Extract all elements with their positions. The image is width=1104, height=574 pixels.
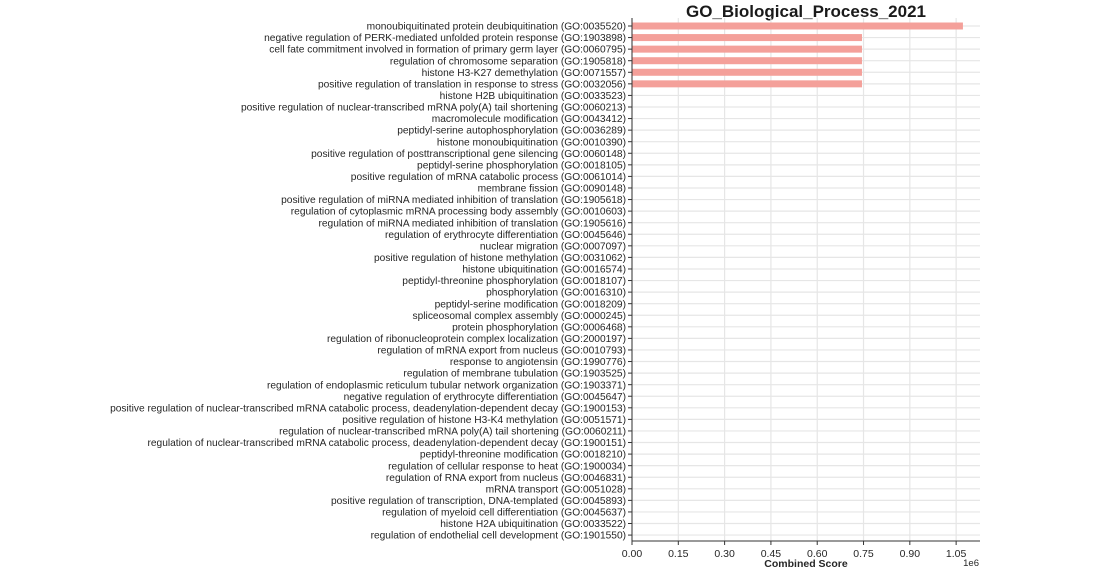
y-tick-label: phosphorylation (GO:0016310) [486, 288, 626, 299]
y-tick-label: regulation of endothelial cell developme… [371, 531, 626, 542]
y-tick-label: regulation of cytoplasmic mRNA processin… [291, 207, 626, 218]
y-tick-label: regulation of membrane tubulation (GO:19… [403, 369, 626, 380]
y-tick-label: histone ubiquitination (GO:0016574) [462, 265, 626, 276]
y-tick-label: cell fate commitment involved in formati… [269, 45, 626, 56]
y-tick-label: macromolecule modification (GO:0043412) [432, 114, 626, 125]
y-tick-label: regulation of mRNA export from nucleus (… [377, 346, 626, 357]
y-tick-label: peptidyl-serine modification (GO:0018209… [435, 299, 626, 310]
y-tick-label: histone H2B ubiquitination (GO:0033523) [440, 91, 626, 102]
y-tick-label: positive regulation of transcription, DN… [331, 496, 626, 507]
x-tick-label: 0.15 [668, 548, 689, 560]
y-axis: monoubiquitinated protein deubiquitinati… [110, 18, 633, 542]
y-tick-label: regulation of miRNA mediated inhibition … [319, 218, 627, 229]
y-tick-label: regulation of RNA export from nucleus (G… [386, 473, 626, 484]
y-tick-label: regulation of myeloid cell differentiati… [382, 508, 626, 519]
x-tick-label: 0.30 [714, 548, 735, 560]
bar [632, 34, 862, 42]
y-tick-label: regulation of nuclear-transcribed mRNA p… [279, 427, 626, 438]
y-tick-label: mRNA transport (GO:0051028) [486, 484, 626, 495]
bar [632, 45, 862, 53]
y-tick-label: positive regulation of nuclear-transcrib… [110, 403, 626, 414]
y-tick-label: positive regulation of miRNA mediated in… [281, 195, 626, 206]
y-tick-label: regulation of ribonucleoprotein complex … [327, 334, 626, 345]
x-axis: 0.00 0.15 0.30 0.45 0.60 0.75 0.90 1.05 [622, 540, 980, 560]
y-tick-label: regulation of endoplasmic reticulum tubu… [267, 380, 626, 391]
y-tick-label: positive regulation of histone methylati… [374, 253, 626, 264]
x-tick-label: 0.45 [761, 548, 782, 560]
y-tick-label: positive regulation of nuclear-transcrib… [241, 103, 626, 114]
bar [632, 57, 862, 65]
bars [632, 22, 963, 88]
y-tick-label: membrane fission (GO:0090148) [478, 184, 626, 195]
y-tick-label: positive regulation of translation in re… [318, 79, 626, 90]
x-axis-offset-label: 1e6 [963, 558, 979, 569]
bar [632, 68, 862, 76]
y-tick-label: peptidyl-serine autophosphorylation (GO:… [397, 126, 626, 137]
y-tick-label: positive regulation of mRNA catabolic pr… [351, 172, 626, 183]
grid-lines [631, 18, 980, 541]
x-tick-label: 0.90 [900, 548, 921, 560]
y-tick-label: positive regulation of histone H3-K4 met… [342, 415, 626, 426]
y-tick-label: peptidyl-threonine modification (GO:0018… [420, 450, 626, 461]
x-tick-label: 0.75 [853, 548, 874, 560]
y-tick-label: negative regulation of erythrocyte diffe… [344, 392, 626, 403]
bar [632, 80, 862, 88]
x-tick-label: 1.05 [946, 548, 967, 560]
y-tick-label: histone H2A ubiquitination (GO:0033522) [440, 519, 626, 530]
bar [632, 22, 963, 30]
y-tick-label: protein phosphorylation (GO:0006468) [452, 322, 626, 333]
y-tick-label: peptidyl-threonine phosphorylation (GO:0… [402, 276, 626, 287]
y-tick-label: regulation of nuclear-transcribed mRNA c… [147, 438, 626, 449]
x-tick-label: 0.00 [622, 548, 643, 560]
y-tick-label: negative regulation of PERK-mediated unf… [264, 33, 626, 44]
chart-title: GO_Biological_Process_2021 [686, 2, 926, 21]
x-tick-label: 0.60 [807, 548, 828, 560]
y-tick-label: spliceosomal complex assembly (GO:000024… [413, 311, 626, 322]
y-tick-label: histone H3-K27 demethylation (GO:0071557… [422, 68, 626, 79]
y-tick-label: regulation of cellular response to heat … [388, 461, 626, 472]
y-tick-label: nuclear migration (GO:0007097) [480, 241, 626, 252]
x-axis-label: Combined Score [764, 558, 848, 570]
y-tick-label: regulation of erythrocyte differentiatio… [385, 230, 626, 241]
y-tick-label: positive regulation of posttranscription… [311, 149, 626, 160]
y-tick-label: histone monoubiquitination (GO:0010390) [437, 137, 626, 148]
y-tick-label: monoubiquitinated protein deubiquitinati… [367, 22, 626, 33]
y-tick-label: response to angiotensin (GO:1990776) [450, 357, 626, 368]
y-tick-label: peptidyl-serine phosphorylation (GO:0018… [417, 160, 626, 171]
y-tick-label: regulation of chromosome separation (GO:… [390, 56, 626, 67]
